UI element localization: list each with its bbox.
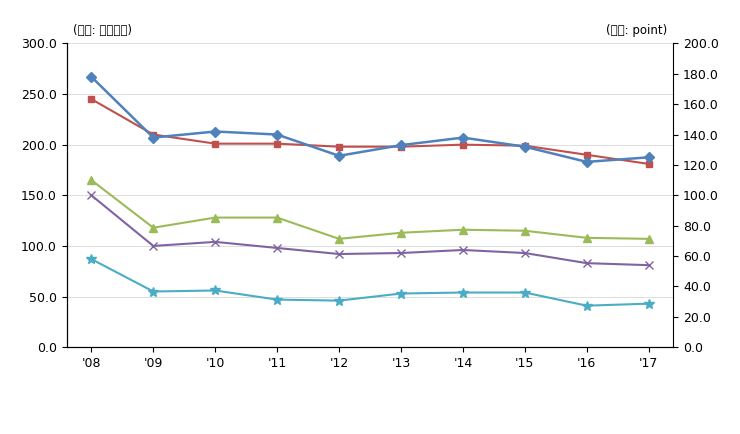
LNG(160,000m³): [272, 141, 281, 146]
Bulk(Capesize, 176,000-180,000): [87, 256, 95, 262]
VLCC(320,000dwt): [211, 239, 220, 244]
Bulk(Capesize, 176,000-180,000): [211, 288, 220, 293]
VLCC(320,000dwt): [272, 245, 281, 250]
Text: (단위: point): (단위: point): [606, 24, 667, 37]
VLCC(320,000dwt): [87, 193, 95, 198]
Clarkson Price Index (Right): [149, 135, 158, 140]
Clarkson Price Index (Right): [459, 135, 468, 140]
Clarkson Price Index (Right): [397, 142, 406, 148]
VLCC(320,000dwt): [459, 247, 468, 253]
Container(13,000-14,000teu): [459, 227, 468, 232]
LNG(160,000m³): [520, 143, 529, 148]
Bulk(Capesize, 176,000-180,000): [272, 297, 281, 302]
LNG(160,000m³): [459, 142, 468, 147]
LNG(160,000m³): [582, 152, 591, 158]
LNG(160,000m³): [149, 132, 158, 137]
Clarkson Price Index (Right): [582, 159, 591, 164]
Text: (단위: 백만달러): (단위: 백만달러): [73, 24, 132, 37]
Container(13,000-14,000teu): [149, 225, 158, 230]
Line: Bulk(Capesize, 176,000-180,000): Bulk(Capesize, 176,000-180,000): [87, 254, 653, 311]
Clarkson Price Index (Right): [520, 144, 529, 149]
Clarkson Price Index (Right): [334, 153, 343, 158]
Clarkson Price Index (Right): [87, 74, 95, 79]
VLCC(320,000dwt): [149, 243, 158, 249]
Line: Container(13,000-14,000teu): Container(13,000-14,000teu): [87, 176, 653, 243]
Container(13,000-14,000teu): [272, 215, 281, 220]
VLCC(320,000dwt): [334, 251, 343, 256]
LNG(160,000m³): [87, 96, 95, 102]
Container(13,000-14,000teu): [582, 235, 591, 240]
Container(13,000-14,000teu): [645, 236, 653, 241]
VLCC(320,000dwt): [582, 260, 591, 266]
Container(13,000-14,000teu): [397, 230, 406, 235]
Line: Clarkson Price Index (Right): Clarkson Price Index (Right): [88, 73, 652, 165]
Bulk(Capesize, 176,000-180,000): [149, 289, 158, 294]
LNG(160,000m³): [334, 144, 343, 149]
Bulk(Capesize, 176,000-180,000): [582, 303, 591, 308]
Container(13,000-14,000teu): [211, 215, 220, 220]
VLCC(320,000dwt): [520, 250, 529, 256]
Clarkson Price Index (Right): [645, 155, 653, 160]
Line: LNG(160,000m³): LNG(160,000m³): [88, 95, 652, 168]
LNG(160,000m³): [211, 141, 220, 146]
Bulk(Capesize, 176,000-180,000): [397, 291, 406, 296]
Container(13,000-14,000teu): [334, 236, 343, 241]
VLCC(320,000dwt): [397, 250, 406, 256]
Bulk(Capesize, 176,000-180,000): [645, 301, 653, 306]
LNG(160,000m³): [397, 144, 406, 149]
VLCC(320,000dwt): [645, 263, 653, 268]
Clarkson Price Index (Right): [272, 132, 281, 137]
Bulk(Capesize, 176,000-180,000): [334, 298, 343, 303]
Bulk(Capesize, 176,000-180,000): [520, 290, 529, 295]
Line: VLCC(320,000dwt): VLCC(320,000dwt): [87, 191, 653, 270]
Container(13,000-14,000teu): [520, 228, 529, 233]
Bulk(Capesize, 176,000-180,000): [459, 290, 468, 295]
LNG(160,000m³): [645, 161, 653, 167]
Container(13,000-14,000teu): [87, 178, 95, 183]
Clarkson Price Index (Right): [211, 129, 220, 134]
